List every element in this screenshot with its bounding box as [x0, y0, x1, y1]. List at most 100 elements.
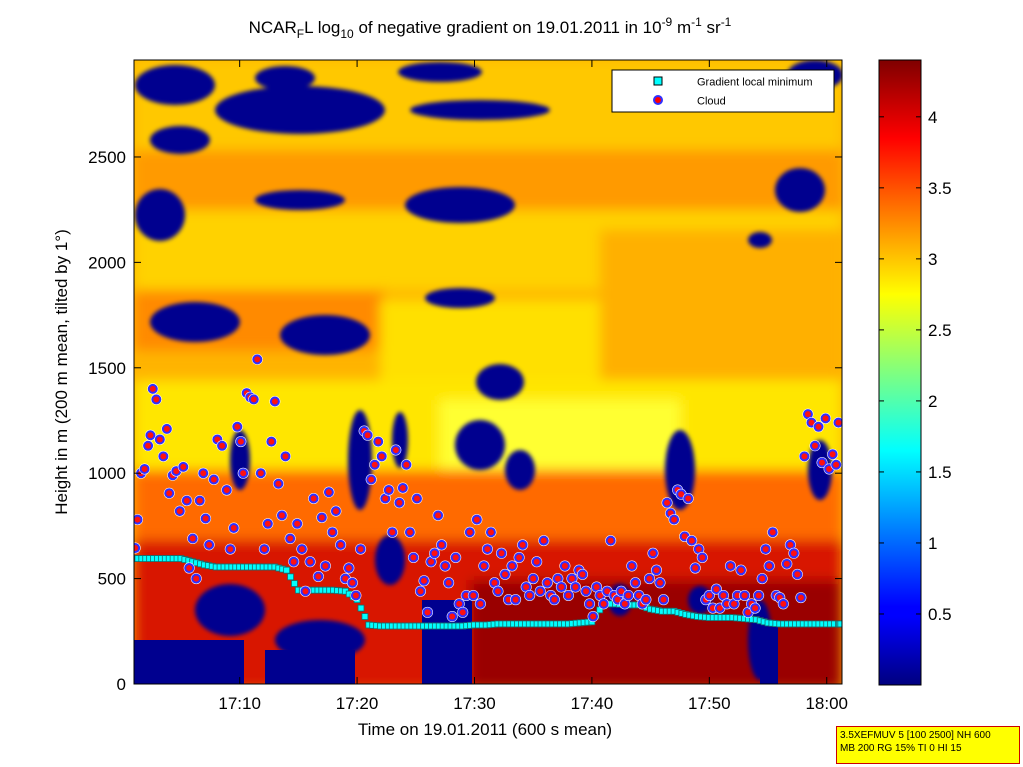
cloud-point — [475, 598, 486, 609]
cloud-point — [134, 514, 143, 525]
cloud-point — [531, 556, 542, 567]
cloud-point — [376, 451, 387, 462]
cloud-point — [433, 510, 444, 521]
cloud-point — [305, 556, 316, 567]
cloud-point — [369, 459, 380, 470]
title-part4: sr — [702, 18, 721, 37]
gradient-minimum-series — [134, 555, 842, 630]
cloud-point — [198, 468, 209, 479]
cloud-point — [440, 560, 451, 571]
cloud-point — [528, 573, 539, 584]
title-log-sub: 10 — [340, 27, 354, 41]
cloud-series — [134, 353, 842, 623]
cloud-point — [581, 586, 592, 597]
cloud-point — [184, 563, 195, 574]
cloud-point — [760, 544, 771, 555]
cloud-point — [644, 573, 655, 584]
cloud-point — [422, 607, 433, 618]
cloud-point — [404, 527, 415, 538]
cloud-point — [764, 560, 775, 571]
cloud-point — [187, 533, 198, 544]
gradient-minimum-point — [837, 620, 842, 628]
info-line-2: MB 200 RG 15% TI 0 HI 15 — [840, 743, 962, 754]
cloud-point — [225, 544, 236, 555]
parameter-info-box: 3.5XEFMUV 5 [100 2500] NH 600 MB 200 RG … — [836, 726, 1020, 764]
cloud-point — [478, 560, 489, 571]
cloud-point — [817, 457, 828, 468]
cloud-point — [383, 485, 394, 496]
colorbar-tick-label: 0.5 — [928, 605, 952, 624]
cloud-point — [464, 527, 475, 538]
cloud-point — [204, 539, 215, 550]
cloud-point — [690, 563, 701, 574]
gradient-minimum-point — [291, 580, 298, 587]
cloud-point — [139, 463, 150, 474]
colorbar-tick-label: 1.5 — [928, 463, 952, 482]
cloud-point — [262, 518, 273, 529]
x-tick-label: 17:10 — [218, 694, 261, 713]
cloud-point — [143, 440, 154, 451]
cloud-point — [736, 565, 747, 576]
cloud-point — [725, 560, 736, 571]
cloud-point — [335, 539, 346, 550]
y-tick-label: 0 — [117, 675, 126, 694]
legend-marker-cloud — [653, 95, 663, 105]
cloud-point — [429, 548, 440, 559]
legend-box — [611, 69, 835, 113]
cloud-point — [191, 573, 202, 584]
cloud-point — [468, 590, 479, 601]
colorbar-tick-label: 1 — [928, 534, 937, 553]
cloud-point — [757, 573, 768, 584]
title-exp1: -9 — [662, 15, 673, 29]
gradient-minimum-point — [357, 604, 365, 612]
chart-title: NCARFL log10 of negative gradient on 19.… — [249, 15, 732, 41]
y-tick-label: 500 — [98, 570, 126, 589]
gradient-minimum-point — [287, 573, 294, 581]
cloud-point — [292, 518, 303, 529]
cloud-point — [355, 544, 366, 555]
cloud-point — [813, 421, 824, 432]
cloud-point — [387, 527, 398, 538]
cloud-point — [739, 590, 750, 601]
gradient-minimum-point — [361, 613, 369, 620]
cloud-point — [154, 434, 165, 445]
cloud-point — [174, 506, 185, 517]
y-tick-label: 1500 — [88, 359, 126, 378]
cloud-point — [134, 543, 141, 554]
cloud-point — [542, 577, 553, 588]
cloud-point — [259, 544, 270, 555]
cloud-point — [500, 569, 511, 580]
cloud-point — [785, 539, 796, 550]
cloud-point — [647, 548, 658, 559]
cloud-point — [795, 592, 806, 603]
cloud-point — [208, 474, 219, 485]
gradient-minimum-point — [283, 566, 291, 574]
cloud-point — [394, 497, 405, 508]
cloud-point — [443, 577, 454, 588]
cloud-point — [535, 586, 546, 597]
cloud-point — [252, 354, 263, 365]
cloud-point — [380, 493, 391, 504]
cloud-point — [232, 421, 243, 432]
cloud-point — [510, 594, 521, 605]
cloud-point — [362, 430, 373, 441]
colorbar-tick-label: 3.5 — [928, 179, 952, 198]
cloud-point — [454, 598, 465, 609]
colorbar-tick-label: 2 — [928, 392, 937, 411]
cloud-point — [588, 611, 599, 622]
cloud-point — [178, 461, 189, 472]
cloud-point — [507, 560, 518, 571]
cloud-point — [147, 383, 158, 394]
cloud-point — [426, 556, 437, 567]
y-axis-label: Height in m (200 m mean, tilted by 1°) — [52, 229, 71, 515]
cloud-point — [524, 590, 535, 601]
cloud-point — [280, 451, 291, 462]
colorbar-ticks: 0.5 1 1.5 2 2.5 3 3.5 4 — [879, 108, 952, 624]
cloud-point — [161, 423, 172, 434]
cloud-point — [750, 603, 761, 614]
cloud-point — [605, 535, 616, 546]
cloud-point — [408, 552, 419, 563]
cloud-point — [450, 552, 461, 563]
colorbar-tick-label: 2.5 — [928, 321, 952, 340]
